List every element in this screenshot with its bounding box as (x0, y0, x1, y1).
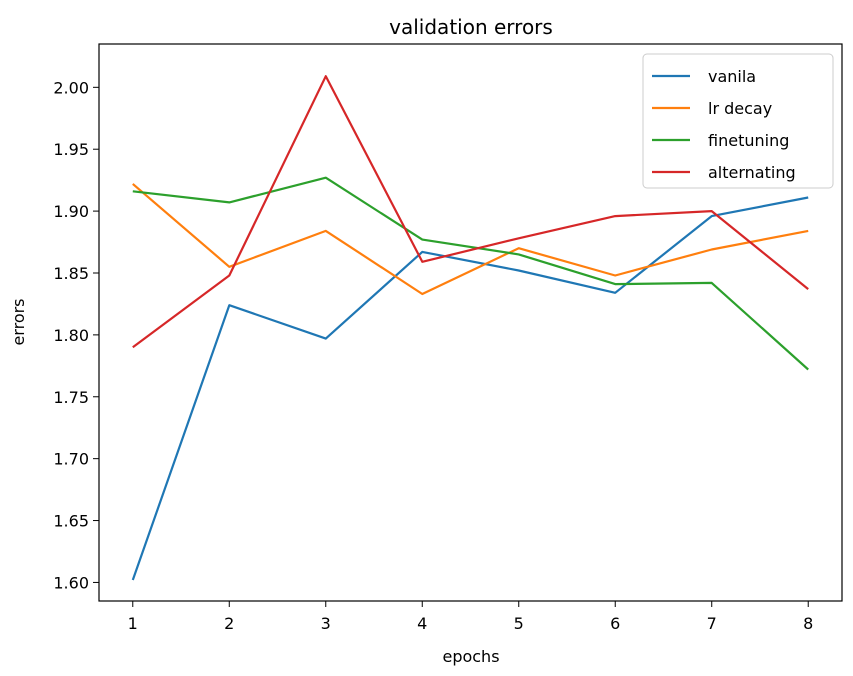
y-tick-label: 1.75 (53, 388, 89, 407)
x-tick-label: 3 (321, 614, 331, 633)
y-tick-label: 1.70 (53, 450, 89, 469)
y-tick-label: 1.95 (53, 140, 89, 159)
x-tick-label: 6 (610, 614, 620, 633)
series-lines (131, 75, 809, 581)
series-line-lr-decay (132, 183, 809, 296)
y-tick-label: 1.90 (53, 202, 89, 221)
legend-label: finetuning (708, 131, 789, 150)
legend-box (642, 53, 834, 189)
series-line-vanila (131, 196, 809, 581)
x-tick-label: 1 (128, 614, 138, 633)
series-line-finetuning (132, 176, 809, 371)
y-tick-label: 1.80 (53, 326, 89, 345)
y-tick-label: 1.60 (53, 573, 89, 592)
x-axis-label: epochs (442, 647, 499, 666)
x-tick-label: 8 (803, 614, 813, 633)
x-tick-label: 4 (417, 614, 427, 633)
y-axis: 1.60 1.65 1.70 1.75 1.80 1.85 1.90 1.95 2.00 (53, 78, 99, 592)
y-tick-label: 2.00 (53, 78, 89, 97)
y-tick-label: 1.85 (53, 264, 89, 283)
chart-title: validation errors (389, 15, 553, 39)
y-axis-label: errors (9, 298, 28, 345)
legend-label: lr decay (708, 99, 772, 118)
x-axis: 1 2 3 4 5 6 7 8 (128, 601, 813, 633)
y-tick-label: 1.65 (53, 512, 89, 531)
series-line-alternating (132, 75, 809, 349)
plot-frame (98, 43, 843, 602)
x-tick-label: 7 (707, 614, 717, 633)
legend-label: alternating (708, 163, 796, 182)
legend: vanila lr decay finetuning alternating (642, 53, 834, 189)
legend-label: vanila (708, 67, 756, 86)
x-tick-label: 5 (514, 614, 524, 633)
x-tick-label: 2 (224, 614, 234, 633)
